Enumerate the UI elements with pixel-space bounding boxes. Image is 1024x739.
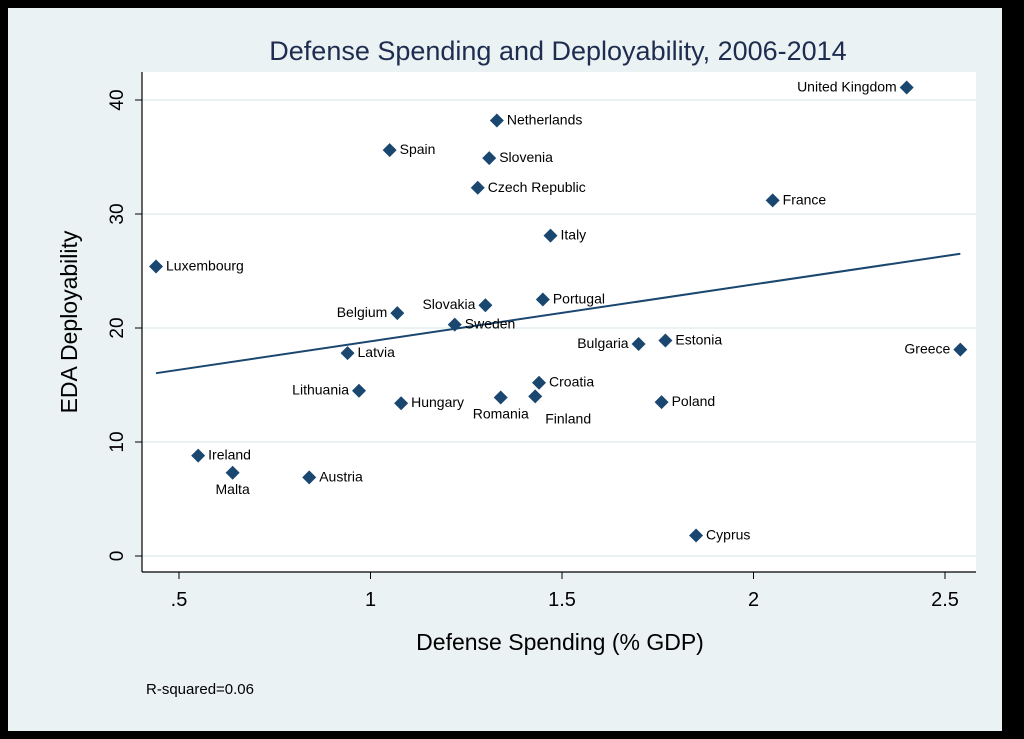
point-marker <box>489 113 504 128</box>
point-label: Malta <box>216 481 250 497</box>
point-label: Slovenia <box>499 149 553 165</box>
point-label: Finland <box>545 410 591 426</box>
point-label: United Kingdom <box>797 78 897 94</box>
point-marker <box>390 306 405 321</box>
point-marker <box>532 375 547 390</box>
point-label: Bulgaria <box>577 335 629 351</box>
point-label: Poland <box>672 393 716 409</box>
point-label: Luxembourg <box>166 257 244 273</box>
point-label: Hungary <box>411 394 464 410</box>
x-tick-label: 2 <box>748 589 759 611</box>
point-marker <box>535 292 550 307</box>
point-marker <box>149 259 164 274</box>
point-marker <box>478 298 493 313</box>
plot-area <box>142 72 976 572</box>
point-label: Cyprus <box>706 526 750 542</box>
point-label: Romania <box>473 406 529 422</box>
x-axis-label: Defense Spending (% GDP) <box>416 629 704 655</box>
point-marker <box>493 390 508 405</box>
point-label: France <box>783 191 827 207</box>
point-marker <box>225 465 240 480</box>
point-marker <box>447 317 462 332</box>
point-marker <box>899 80 914 95</box>
point-marker <box>482 151 497 166</box>
point-marker <box>658 333 673 348</box>
x-tick-label: 2.5 <box>931 589 959 611</box>
point-label: Estonia <box>675 332 722 348</box>
point-marker <box>191 448 206 463</box>
point-label: Austria <box>319 468 363 484</box>
point-label: Ireland <box>208 447 251 463</box>
point-label: Latvia <box>358 344 396 360</box>
y-tick-label: 0 <box>107 551 128 562</box>
y-tick-label: 30 <box>107 203 128 224</box>
point-label: Slovakia <box>422 296 475 312</box>
point-label: Netherlands <box>507 112 583 128</box>
fit-line-group <box>155 252 961 375</box>
y-tick-label: 10 <box>107 431 128 452</box>
points: Luxembourg Ireland Malta Austria Latvia Lithu… <box>149 78 968 543</box>
point-marker <box>394 396 409 411</box>
y-tick-label: 40 <box>107 89 128 110</box>
point-marker <box>953 342 968 357</box>
gridlines <box>142 99 976 557</box>
y-tick-label: 20 <box>107 317 128 338</box>
axes: 0 10 20 30 40 .5 1 1.5 2 2.5 <box>107 72 976 611</box>
point-label: Italy <box>561 227 587 243</box>
fit-line <box>155 252 961 375</box>
point-label: Belgium <box>337 304 388 320</box>
point-label: Sweden <box>465 316 516 332</box>
point-marker <box>352 383 367 398</box>
point-marker <box>765 193 780 208</box>
point-marker <box>528 389 543 404</box>
point-marker <box>302 470 317 485</box>
point-label: Lithuania <box>292 382 349 398</box>
point-label: Czech Republic <box>488 179 586 195</box>
point-label: Portugal <box>553 291 605 307</box>
r-squared-note: R-squared=0.06 <box>146 681 254 698</box>
point-label: Croatia <box>549 374 594 390</box>
point-marker <box>340 346 355 361</box>
x-tick-label: 1.5 <box>548 589 576 611</box>
point-marker <box>689 528 704 543</box>
x-tick-label: 1 <box>365 589 376 611</box>
point-label: Greece <box>904 341 950 357</box>
point-marker <box>631 336 646 351</box>
point-label: Spain <box>400 141 436 157</box>
chart-title: Defense Spending and Deployability, 2006… <box>269 36 846 66</box>
point-marker <box>382 143 397 158</box>
point-marker <box>543 228 558 243</box>
x-tick-label: .5 <box>171 589 188 611</box>
point-marker <box>654 395 669 410</box>
y-axis-label: EDA Deployability <box>56 230 82 413</box>
point-marker <box>470 180 485 195</box>
